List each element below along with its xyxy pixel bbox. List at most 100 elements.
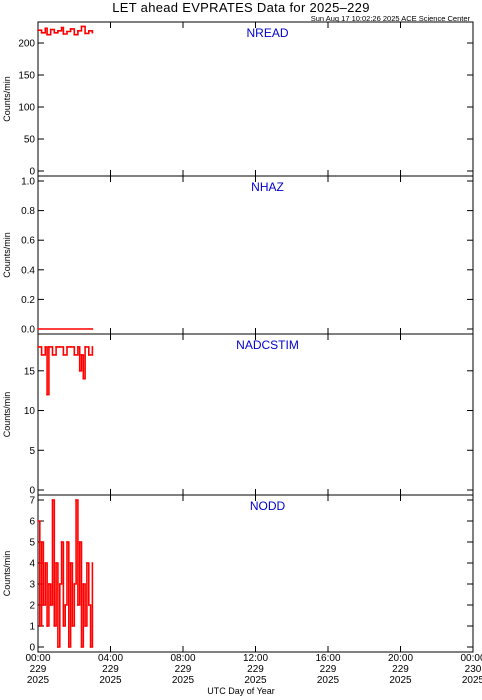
data-point-2-3: [46, 393, 48, 396]
data-point-3-2: [40, 541, 43, 543]
data-point-0-8: [62, 33, 65, 35]
data-series-3: [38, 499, 94, 648]
data-point-0-15: [87, 29, 90, 32]
data-point-0-5: [53, 31, 56, 34]
data-point-3-13: [60, 541, 63, 543]
data-point-0-12: [76, 29, 79, 32]
data-point-2-17: [87, 353, 90, 356]
data-point-1-0: [37, 328, 39, 330]
data-point-2-2: [44, 346, 47, 348]
data-point-0-1: [40, 31, 43, 34]
data-point-0-7: [60, 26, 63, 29]
x-tick-year-6: 2025: [462, 675, 482, 686]
data-series-2: [38, 346, 94, 396]
data-point-3-21: [75, 499, 77, 501]
data-point-0-13: [80, 25, 83, 28]
panel-frame-2: [37, 333, 474, 496]
x-tick-year-3: 2025: [244, 675, 267, 686]
chart-title: LET ahead EVPRATES Data for 2025–229: [112, 0, 370, 15]
panel-title-0: NREAD: [246, 26, 288, 40]
x-tick-doy-3: 229: [247, 664, 264, 675]
data-point-0-9: [66, 30, 68, 33]
data-point-2-0: [37, 346, 39, 348]
x-tick-year-5: 2025: [389, 675, 412, 686]
data-point-3-22: [76, 604, 79, 606]
y-tick-label-2-0: 0: [29, 486, 35, 497]
y-tick-label-3-2: 2: [29, 601, 35, 612]
x-tick-year-4: 2025: [317, 675, 340, 686]
data-point-3-11: [57, 646, 59, 648]
data-point-0-0: [37, 29, 39, 32]
y-axis-label-1: Counts/min: [2, 232, 12, 278]
x-tick-doy-5: 229: [392, 664, 409, 675]
x-tick-doy-0: 229: [30, 664, 47, 675]
panel-title-3: NODD: [250, 499, 286, 513]
y-tick-label-2-3: 15: [24, 366, 36, 377]
data-point-3-18: [69, 562, 72, 564]
y-axis-label-2: Counts/min: [2, 392, 12, 438]
y-tick-label-1-5: 1.0: [21, 177, 35, 188]
data-point-3-10: [55, 562, 58, 564]
y-axis-label-0: Counts/min: [2, 76, 12, 122]
data-point-2-5: [51, 353, 54, 356]
data-point-0-6: [57, 29, 59, 32]
panel-frame-0: [37, 21, 474, 177]
data-point-2-9: [66, 346, 68, 348]
data-point-2-15: [82, 377, 85, 380]
y-tick-label-0-3: 150: [18, 71, 35, 82]
data-point-2-6: [55, 346, 58, 348]
data-point-3-16: [66, 541, 68, 543]
data-point-0-2: [44, 27, 47, 30]
data-point-2-14: [80, 353, 83, 356]
data-point-2-11: [73, 353, 76, 356]
data-point-0-11: [73, 33, 76, 36]
x-tick-time-2: 08:00: [170, 653, 195, 664]
data-point-3-28: [87, 604, 90, 606]
y-tick-label-3-0: 0: [29, 643, 35, 654]
data-point-3-1: [38, 625, 41, 627]
data-point-3-23: [78, 541, 81, 543]
data-point-3-14: [62, 625, 65, 627]
x-tick-time-4: 16:00: [315, 653, 340, 664]
panel-title-1: NHAZ: [251, 180, 284, 194]
data-point-0-16: [91, 31, 94, 34]
data-point-0-4: [49, 28, 52, 31]
x-tick-time-6: 00:00: [460, 653, 482, 664]
data-point-3-12: [58, 583, 61, 585]
x-tick-doy-6: 230: [465, 664, 482, 675]
data-point-0-3: [46, 33, 48, 36]
x-tick-doy-1: 229: [102, 664, 119, 675]
timestamp-label: Sun Aug 17 10:02:26 2025 ACE Science Cen…: [310, 14, 470, 23]
panel-frame-1: [37, 175, 474, 335]
y-tick-label-1-0: 0.0: [21, 325, 35, 336]
data-point-3-26: [84, 625, 87, 627]
x-tick-time-1: 04:00: [98, 653, 123, 664]
data-point-3-29: [89, 646, 92, 648]
panel-title-2: NADCSTIM: [236, 338, 299, 352]
data-point-1-1: [91, 328, 94, 330]
x-tick-year-2: 2025: [172, 675, 195, 686]
y-tick-label-0-2: 100: [18, 103, 35, 114]
data-point-3-5: [46, 625, 48, 627]
x-tick-time-0: 00:00: [25, 653, 50, 664]
y-tick-label-2-1: 5: [29, 446, 35, 457]
y-tick-label-3-4: 4: [29, 559, 35, 570]
data-point-3-6: [47, 583, 50, 585]
data-point-3-17: [67, 646, 70, 648]
y-tick-label-0-1: 50: [24, 135, 36, 146]
x-tick-time-3: 12:00: [243, 653, 268, 664]
y-tick-label-3-5: 5: [29, 538, 35, 549]
data-point-3-15: [64, 604, 67, 606]
data-point-2-10: [69, 346, 72, 348]
data-point-2-7: [58, 346, 61, 348]
data-point-3-7: [49, 604, 52, 606]
data-point-3-30: [91, 562, 94, 564]
x-tick-doy-4: 229: [320, 664, 337, 675]
y-tick-label-3-7: 7: [29, 496, 35, 507]
data-point-3-19: [71, 625, 74, 627]
y-tick-label-2-2: 10: [24, 406, 36, 417]
data-point-2-18: [91, 346, 94, 348]
data-point-2-13: [78, 369, 81, 372]
data-point-3-9: [53, 625, 56, 627]
